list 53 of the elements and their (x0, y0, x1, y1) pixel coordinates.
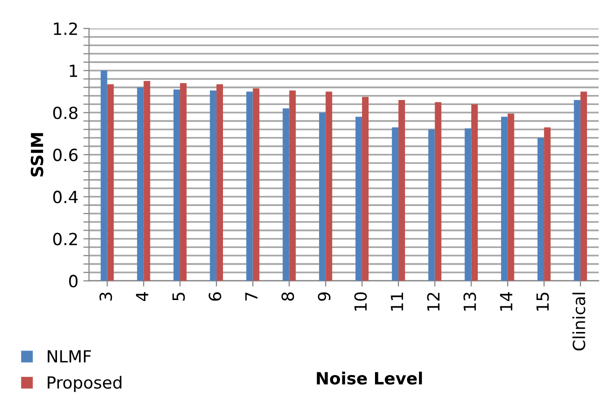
bar (362, 96, 369, 281)
x-tick-label: 13 (463, 292, 476, 311)
bar (252, 88, 260, 281)
bar (508, 114, 514, 281)
bar (537, 138, 544, 281)
bar (100, 70, 108, 281)
x-tick-label: 8 (281, 292, 294, 301)
bar (173, 89, 180, 281)
x-tick-label: 11 (390, 292, 404, 311)
x-tick-label: 9 (318, 292, 330, 301)
bar (428, 129, 435, 281)
bar (580, 92, 587, 281)
x-tick-label: 6 (208, 292, 222, 301)
bar (544, 127, 551, 281)
bar (319, 112, 326, 281)
bar (471, 104, 478, 281)
x-tick-label: 14 (500, 292, 512, 311)
bar (326, 92, 332, 281)
bar (398, 100, 405, 281)
x-tick-label: 3 (99, 292, 112, 301)
bar (289, 90, 296, 281)
bar (282, 108, 290, 281)
bar (464, 128, 472, 281)
bar (137, 87, 144, 281)
y-tick-label: 1 (70, 64, 78, 77)
x-tick-label: 10 (354, 292, 367, 311)
bar (216, 84, 223, 281)
y-axis-title: SSIM (30, 133, 44, 176)
y-tick-label: 0.4 (53, 190, 78, 204)
bar (246, 92, 253, 281)
y-tick-label: 0.2 (53, 232, 77, 246)
y-tick-label: 0.8 (53, 106, 78, 120)
x-tick-label: 5 (172, 292, 185, 301)
y-tick-label: 1.2 (54, 22, 77, 35)
legend-label: NLMF (48, 350, 91, 362)
x-tick-label: 7 (245, 292, 258, 300)
x-tick-label: 4 (136, 292, 148, 302)
bar (501, 116, 508, 281)
x-tick-label: 15 (536, 292, 549, 311)
bar (434, 102, 442, 281)
x-tick-label: Clinical (572, 292, 586, 350)
legend-label: Proposed (48, 376, 122, 392)
y-tick-label: 0 (69, 274, 78, 288)
bar (574, 100, 580, 281)
bar (107, 84, 114, 281)
bar (392, 127, 398, 281)
bar (180, 83, 187, 281)
bar (210, 90, 216, 281)
x-axis-title: Noise Level (316, 372, 422, 385)
y-tick-label: 0.6 (53, 148, 78, 162)
bar (144, 81, 150, 281)
bar (355, 116, 362, 281)
x-tick-label: 12 (427, 292, 440, 311)
